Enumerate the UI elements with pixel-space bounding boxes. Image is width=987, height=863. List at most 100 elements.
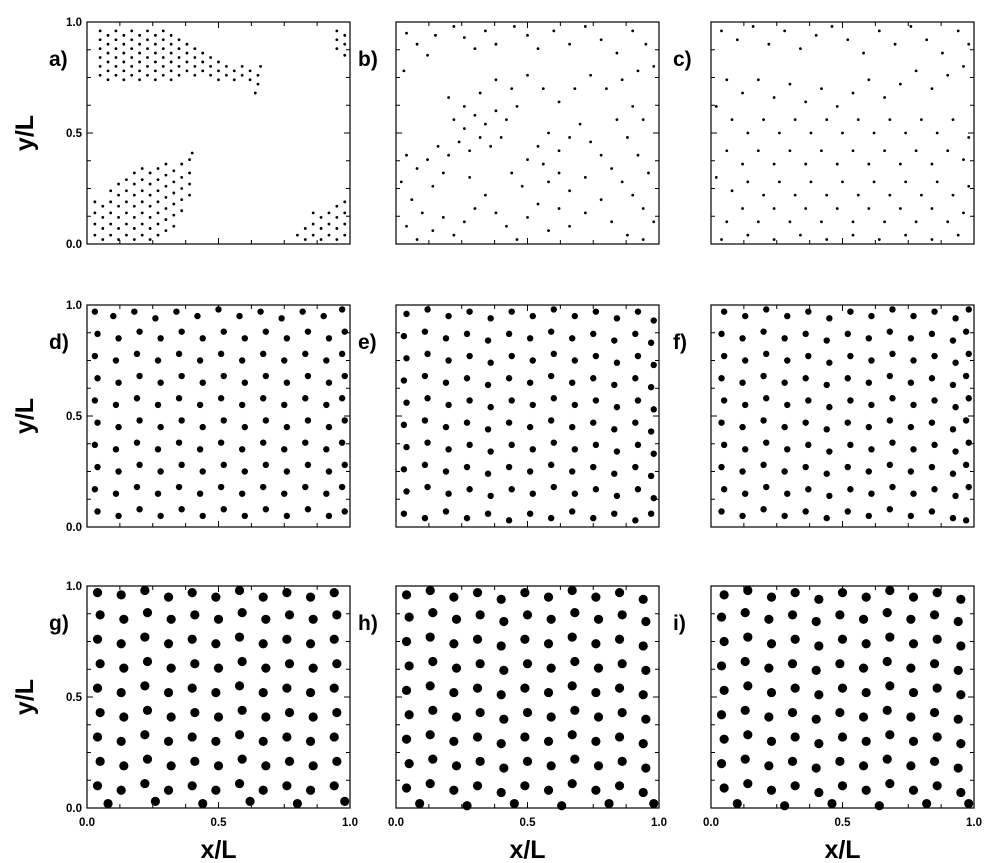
data-point (451, 614, 462, 624)
data-point (116, 639, 126, 649)
data-point (725, 78, 729, 82)
data-point (284, 610, 295, 620)
data-point (402, 69, 406, 73)
data-point (335, 204, 339, 208)
data-point (238, 401, 246, 409)
data-point (741, 401, 749, 409)
x-tick-label: 0.0 (79, 817, 95, 829)
data-point (213, 614, 224, 624)
data-point (777, 131, 781, 135)
data-point (201, 60, 205, 64)
data-point (425, 681, 435, 691)
data-point (188, 182, 191, 186)
data-point (743, 585, 753, 596)
y-tick-label: 0.5 (66, 128, 83, 140)
data-point (520, 683, 530, 693)
data-point (463, 514, 471, 522)
data-point (716, 612, 727, 622)
y-tick-label: 1.0 (66, 581, 82, 593)
data-point (720, 352, 728, 360)
data-point (946, 149, 950, 153)
data-point (781, 379, 788, 386)
data-point (405, 31, 408, 35)
data-point (415, 238, 419, 241)
data-point (760, 417, 767, 424)
data-point (217, 395, 225, 402)
data-point (164, 207, 168, 210)
data-point (424, 395, 431, 402)
data-point (462, 801, 472, 811)
data-point (550, 350, 557, 358)
data-point (237, 754, 247, 764)
data-point (570, 754, 580, 764)
data-point (146, 73, 149, 77)
data-point (154, 490, 162, 497)
data-point (823, 514, 830, 522)
data-point (931, 308, 938, 315)
data-point (494, 211, 498, 215)
data-point (906, 663, 916, 673)
data-point (867, 207, 871, 210)
data-point (550, 439, 557, 446)
data-point (826, 448, 833, 455)
data-point (928, 375, 936, 382)
data-point (304, 506, 312, 513)
data-point (520, 184, 524, 188)
data-point (908, 785, 919, 795)
data-point (886, 417, 894, 424)
data-point (649, 798, 659, 809)
data-point (835, 207, 839, 210)
data-point (190, 610, 200, 620)
data-point (164, 184, 168, 188)
data-point (153, 60, 157, 64)
data-point (787, 707, 798, 718)
data-point (781, 423, 788, 431)
data-point (95, 610, 105, 620)
data-point (494, 78, 498, 82)
data-point (781, 335, 788, 342)
data-point (835, 659, 845, 669)
data-point (928, 463, 936, 471)
data-point (949, 426, 957, 433)
data-point (499, 616, 509, 627)
data-point (445, 312, 452, 320)
data-point (130, 56, 134, 59)
data-point (820, 149, 823, 153)
data-point (764, 712, 774, 722)
data-point (820, 220, 823, 224)
data-point (814, 787, 824, 798)
data-point (567, 730, 577, 740)
data-point (343, 200, 347, 204)
data-point (865, 468, 872, 475)
data-point (172, 191, 176, 195)
data-point (730, 118, 734, 122)
data-point (241, 512, 248, 520)
data-point (496, 690, 506, 700)
panel-a: a) 0.0 0.5 1.0 y/L (11, 17, 351, 251)
data-point (475, 707, 485, 718)
data-point (962, 372, 970, 380)
data-point (302, 350, 309, 358)
data-point (505, 118, 508, 122)
data-point (241, 423, 248, 431)
data-point (858, 614, 869, 624)
data-point (592, 441, 600, 449)
data-point (650, 406, 657, 413)
data-point (571, 401, 579, 409)
data-point (520, 732, 530, 742)
data-point (146, 47, 149, 51)
data-point (341, 328, 348, 335)
data-point (132, 171, 136, 175)
data-point (536, 202, 540, 206)
data-point (893, 42, 897, 46)
data-point (952, 315, 959, 322)
data-point (140, 222, 144, 226)
data-point (546, 712, 556, 722)
data-point (487, 315, 494, 322)
data-point (930, 162, 934, 166)
data-point (632, 517, 639, 524)
data-point (811, 714, 821, 724)
data-point (499, 763, 509, 773)
data-point (543, 592, 554, 602)
data-point (125, 189, 128, 193)
